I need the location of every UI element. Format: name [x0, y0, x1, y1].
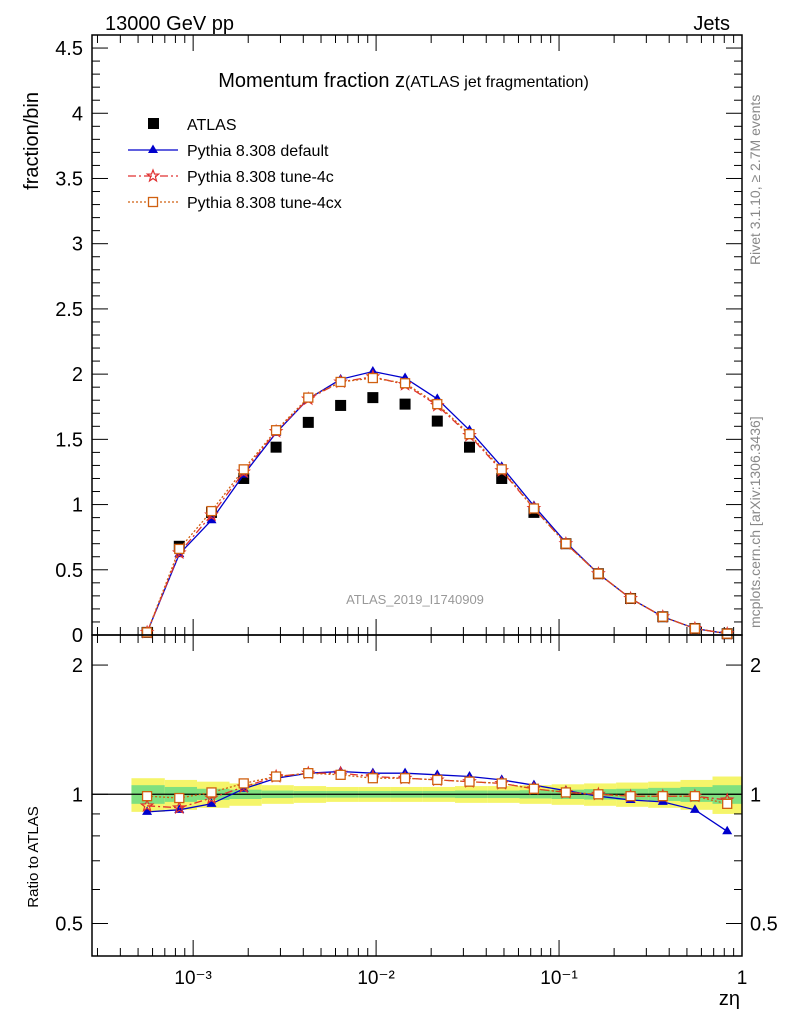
top-ytick-label: 3.5	[55, 168, 83, 190]
ratio-point-pythia-8-308-tune-4cx	[206, 787, 217, 798]
ratio-point-pythia-8-308-tune-4cx	[335, 769, 346, 780]
top-point-pythia-8-308-tune-4cx	[367, 372, 379, 384]
legend-marker-4c	[145, 168, 161, 183]
legend-marker-4cx	[147, 196, 159, 208]
ratio-point-pythia-8-308-tune-4cx	[689, 791, 701, 802]
legend-label-default: Pythia 8.308 default	[187, 143, 329, 160]
ratio-point-pythia-8-308-tune-4cx	[464, 776, 475, 787]
top-point-pythia-8-308-tune-4cx	[270, 425, 282, 436]
top-ytick-label: 0	[72, 625, 83, 647]
top-point-atlas	[270, 441, 282, 453]
top-point-pythia-8-308-tune-4cx	[464, 428, 475, 440]
xtick-label: 1	[737, 968, 748, 989]
ratio-point-pythia-8-308-tune-4cx	[367, 773, 379, 784]
ratio-ytick-label: 0.5	[55, 913, 83, 935]
ratio-point-pythia-8-308-default	[722, 825, 733, 835]
ratio-point-pythia-8-308-tune-4cx	[625, 791, 636, 802]
ratio-point-pythia-8-308-tune-4cx	[432, 774, 443, 786]
top-point-atlas	[431, 415, 443, 427]
ratio-point-pythia-8-308-tune-4c	[171, 800, 187, 815]
ratio-point-pythia-8-308-tune-4cx	[722, 798, 733, 809]
ratio-point-pythia-8-308-tune-4cx	[303, 768, 314, 779]
top-point-pythia-8-308-tune-4cx	[238, 464, 249, 475]
top-ytick-label: 2	[72, 364, 83, 386]
ratio-ylabel: Ratio to ATLAS	[25, 806, 42, 907]
top-point-atlas	[399, 398, 411, 410]
axis-ticks: 0 0.5 1 1.5 2 2.5 3 3.5 4 4.5 0.5 0.5 1 1 2 2 10⁻³ 10⁻² 10…	[55, 34, 778, 989]
ratio-point-pythia-8-308-tune-4cx	[496, 778, 507, 789]
legend: ATLAS Pythia 8.308 default Pythia 8.308 …	[128, 117, 342, 212]
ratio-point-pythia-8-308-tune-4cx	[593, 789, 604, 800]
top-point-pythia-8-308-tune-4cx	[560, 538, 572, 549]
top-point-atlas	[496, 472, 508, 484]
chart-title-sub: (ATLAS jet fragmentation)	[405, 74, 589, 91]
ratio-point-pythia-8-308-tune-4cx	[560, 787, 572, 798]
top-point-atlas	[335, 399, 347, 411]
xtick-label: 10⁻¹	[540, 968, 578, 989]
ratio-point-pythia-8-308-tune-4cx	[528, 783, 540, 794]
top-point-pythia-8-308-tune-4cx	[141, 627, 153, 638]
ratio-ytick-label: 1	[72, 784, 83, 806]
top-ylabel: fraction/bin	[21, 92, 43, 190]
ratio-panel-series	[139, 765, 735, 835]
top-ytick-label: 2.5	[55, 299, 83, 321]
top-point-pythia-8-308-default	[206, 514, 217, 524]
top-ytick-label: 0.5	[55, 560, 83, 582]
ratio-point-pythia-8-308-default	[142, 806, 153, 815]
top-point-atlas	[464, 441, 476, 453]
xtick-label: 10⁻³	[174, 968, 212, 989]
ratio-point-pythia-8-308-tune-4cx	[270, 771, 282, 782]
top-point-pythia-8-308-tune-4cx	[335, 376, 346, 388]
top-point-pythia-8-308-tune-4cx	[657, 611, 668, 622]
top-point-pythia-8-308-tune-4cx	[206, 505, 217, 517]
ratio-point-pythia-8-308-tune-4cx	[657, 791, 668, 802]
legend-label-atlas: ATLAS	[187, 117, 237, 134]
mcplots-label: mcplots.cern.ch [arXiv:1306.3436]	[747, 416, 763, 628]
top-point-pythia-8-308-tune-4cx	[174, 543, 185, 555]
xtick-label: 10⁻²	[357, 968, 395, 989]
top-point-pythia-8-308-tune-4cx	[593, 568, 604, 579]
top-point-pythia-8-308-tune-4cx	[722, 628, 733, 639]
legend-label-4cx: Pythia 8.308 tune-4cx	[187, 195, 342, 212]
ratio-point-pythia-8-308-tune-4cx	[238, 778, 249, 789]
legend-marker-default	[148, 144, 158, 153]
ratio-point-pythia-8-308-default	[206, 798, 217, 807]
legend-star-shape	[145, 168, 161, 183]
legend-label-4c: Pythia 8.308 tune-4c	[187, 169, 334, 186]
rivet-label: Rivet 3.1.10, ≥ 2.7M events	[747, 95, 763, 265]
ratio-ytick-label-right: 2	[750, 655, 761, 677]
top-point-pythia-8-308-tune-4cx	[625, 593, 636, 604]
top-panel-series	[139, 366, 735, 640]
top-point-pythia-8-308-tune-4cx	[528, 503, 540, 514]
x-axis-label: zη	[719, 988, 740, 1010]
top-ytick-label: 3	[72, 234, 83, 256]
ratio-point-pythia-8-308-tune-4cx	[399, 773, 411, 784]
header-right: Jets	[693, 13, 730, 35]
ratio-ytick-label-right: 0.5	[750, 913, 778, 935]
top-point-pythia-8-308-tune-4cx	[303, 392, 314, 403]
top-point-pythia-8-308-tune-4cx	[399, 378, 411, 389]
top-point-pythia-8-308-tune-4cx	[432, 398, 443, 410]
legend-marker-atlas	[148, 118, 159, 129]
top-point-atlas	[238, 472, 250, 484]
chart-title-main: Momentum fraction z	[218, 70, 405, 92]
ratio-point-pythia-8-308-tune-4cx	[141, 791, 153, 802]
ratio-panel-frame	[91, 634, 743, 957]
ratio-point-pythia-8-308-tune-4cx	[174, 792, 185, 804]
top-ytick-label: 1	[72, 495, 83, 517]
top-ytick-label: 4	[72, 103, 83, 125]
top-ytick-label: 1.5	[55, 429, 83, 451]
top-point-atlas	[302, 416, 314, 428]
ratio-ytick-label-right: 1	[750, 784, 761, 806]
ratio-ytick-label: 2	[72, 655, 83, 677]
top-point-pythia-8-308-tune-4cx	[689, 623, 701, 634]
ratio-point-pythia-8-308-default	[689, 804, 700, 813]
top-ytick-label: 4.5	[55, 38, 83, 60]
header-left: 13000 GeV pp	[105, 13, 234, 35]
top-point-atlas	[367, 392, 379, 404]
analysis-id: ATLAS_2019_I1740909	[346, 592, 484, 607]
ratio-point-pythia-8-308-tune-4c	[139, 798, 155, 813]
top-point-pythia-8-308-tune-4cx	[496, 464, 507, 475]
